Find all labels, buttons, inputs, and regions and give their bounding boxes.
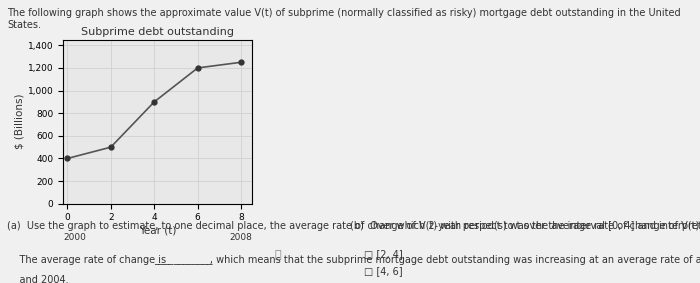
- Text: □ [2, 4]: □ [2, 4]: [364, 249, 402, 259]
- Text: 2000: 2000: [63, 233, 86, 242]
- Text: □ [4, 6]: □ [4, 6]: [364, 266, 402, 276]
- Title: Subprime debt outstanding: Subprime debt outstanding: [81, 27, 234, 37]
- Text: ⓘ: ⓘ: [274, 250, 281, 260]
- X-axis label: Year (t): Year (t): [139, 225, 176, 235]
- Text: The following graph shows the approximate value V(t) of subprime (normally class: The following graph shows the approximat…: [7, 8, 680, 30]
- Y-axis label: $ (Billions): $ (Billions): [15, 94, 24, 149]
- Text: (a)  Use the graph to estimate, to one decimal place, the average rate of change: (a) Use the graph to estimate, to one de…: [7, 221, 700, 231]
- Text: and 2004.: and 2004.: [7, 275, 69, 283]
- Text: (b)  Over which 2-year period(s) was the average rate of change of V(t) the leas: (b) Over which 2-year period(s) was the …: [350, 221, 700, 231]
- Text: 2008: 2008: [229, 233, 252, 242]
- Text: ____________: ____________: [154, 255, 213, 265]
- Text: The average rate of change is              , which means that the subprime mortg: The average rate of change is , which me…: [7, 255, 700, 265]
